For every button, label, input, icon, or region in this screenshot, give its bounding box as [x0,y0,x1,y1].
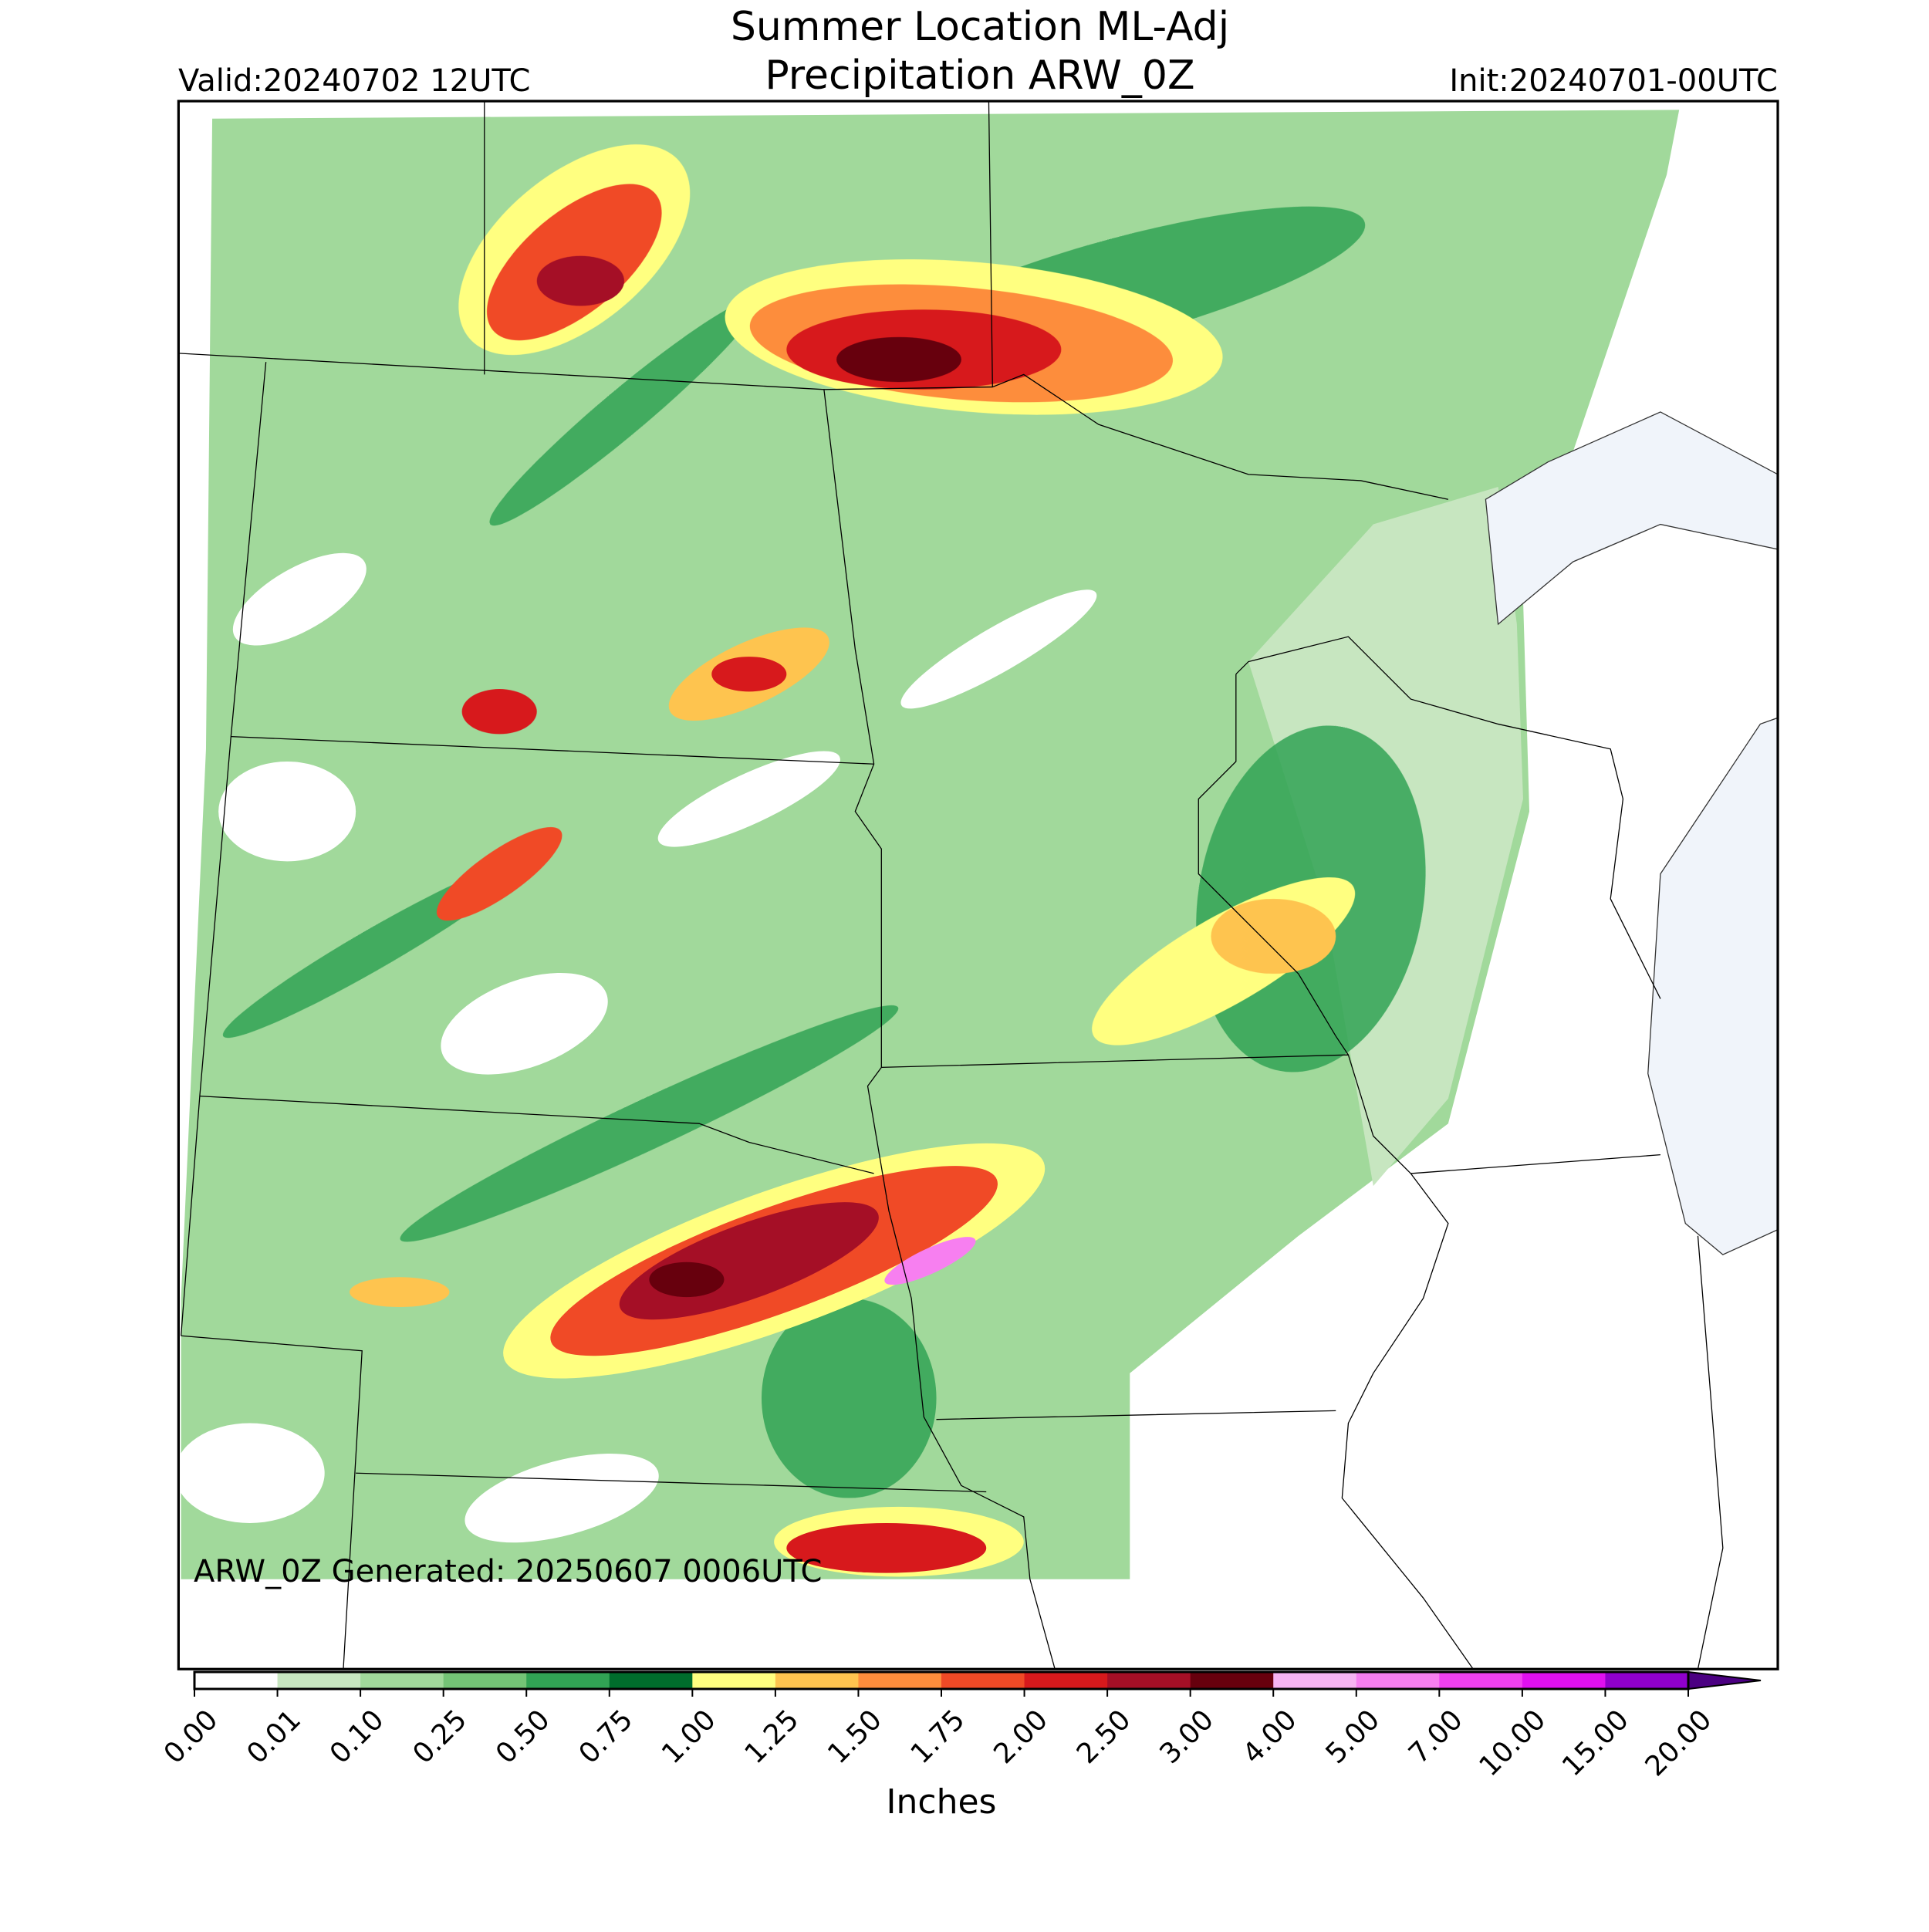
colorbar-bin [1356,1672,1440,1689]
title: Precipitation ARW_0Z [765,52,1194,99]
dry-areas [174,552,1097,1543]
colorbar-bin [1107,1672,1191,1689]
heavy-precip [350,144,1356,1577]
colorbar-bin [775,1672,859,1689]
precip-streaks [222,206,1426,1498]
colorbar-bin [443,1672,527,1689]
map [174,100,1779,1670]
init-time: Init:20240701-00UTC [1449,63,1778,99]
generated-text: ARW_0Z Generated: 20250607 0006UTC [194,1554,822,1589]
colorbar-bin [858,1672,942,1689]
colorbar-bin [1439,1672,1523,1689]
colorbar-label: Inches [887,1782,997,1822]
colorbar-bin [609,1672,693,1689]
colorbar-bin [194,1672,279,1689]
title: Summer Location ML-Adj [731,4,1229,50]
valid-time: Valid:20240702 12UTC [178,63,530,99]
colorbar-bin [277,1672,361,1689]
map-frame [177,100,1779,1670]
colorbar-bin [1024,1672,1108,1689]
borders [178,101,1724,1670]
colorbar-bin [1605,1672,1689,1689]
colorbar-bin [1273,1672,1357,1689]
lakes [1485,411,1779,1255]
colorbar-bin [941,1672,1025,1689]
colorbar-bin [692,1672,776,1689]
colorbar-bin [526,1672,610,1689]
colorbar-bin [1522,1672,1606,1689]
colorbar-bin [360,1672,444,1689]
colorbar-bin [1190,1672,1274,1689]
